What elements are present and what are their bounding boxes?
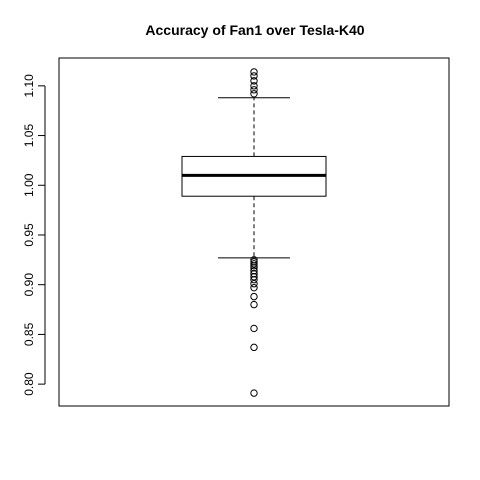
outlier-point [250,280,258,288]
outlier-point [250,343,258,352]
boxplot [181,97,327,259]
outlier-point [250,90,258,98]
y-tick-label: 0.85 [22,322,36,346]
y-tick-label: 0.90 [22,273,36,297]
chart-title: Accuracy of Fan1 over Tesla-K40 [145,22,364,38]
y-axis: 0.80 0.85 0.90 0.95 1.00 1.05 1.10 [22,74,45,396]
outlier-point [250,68,258,76]
outlier-point [250,86,258,94]
outlier-point [250,276,258,284]
y-tick-label: 0.95 [22,223,36,247]
outlier-point [250,283,258,292]
y-tick-label: 1.05 [22,124,36,148]
outlier-point [250,389,258,397]
outlier-point [250,77,258,85]
y-tick-label: 1.00 [22,173,36,197]
outlier-point [250,324,258,333]
outlier-point [250,300,258,309]
outlier-point [250,273,258,281]
outlier-point [250,72,258,80]
plot-frame [58,57,450,407]
outlier-point [250,262,258,270]
y-tick-label: 0.80 [22,372,36,396]
outlier-point [250,292,258,301]
y-tick-label: 1.10 [22,74,36,98]
outlier-point [250,260,258,268]
outlier-point [250,82,258,90]
outliers [250,68,258,397]
